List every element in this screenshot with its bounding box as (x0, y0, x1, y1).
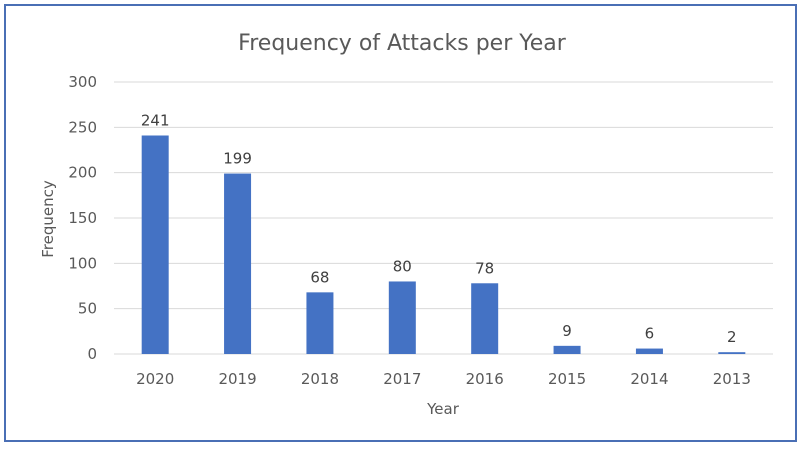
data-label-2015: 9 (562, 322, 572, 340)
y-tick-label-250: 250 (68, 118, 97, 136)
x-tick-label-2020: 2020 (136, 370, 174, 388)
x-axis-title: Year (426, 400, 460, 418)
x-tick-label-2017: 2017 (383, 370, 421, 388)
data-label-2020: 241 (141, 111, 170, 129)
data-label-2014: 6 (645, 325, 655, 343)
y-axis-ticks: 0 50 100 150 200 250 300 (68, 73, 97, 363)
data-label-2013: 2 (727, 328, 737, 346)
bar-2019 (224, 173, 252, 354)
y-tick-label-50: 50 (78, 300, 97, 318)
y-tick-label-300: 300 (68, 73, 97, 91)
x-tick-label-2014: 2014 (630, 370, 668, 388)
y-tick-label-150: 150 (68, 209, 97, 227)
bar-2014 (635, 348, 663, 354)
x-axis-ticks: 2020 2019 2018 2017 2016 2015 2014 2013 (136, 370, 751, 388)
x-tick-label-2015: 2015 (548, 370, 586, 388)
x-tick-label-2013: 2013 (713, 370, 751, 388)
y-tick-label-200: 200 (68, 164, 97, 182)
bar-2018 (306, 292, 334, 354)
data-label-2016: 78 (475, 259, 494, 277)
bar-2016 (471, 283, 499, 354)
data-label-2019: 199 (223, 150, 252, 168)
bar-2017 (388, 281, 416, 354)
x-tick-label-2019: 2019 (218, 370, 256, 388)
y-tick-label-0: 0 (87, 345, 97, 363)
y-axis-title: Frequency (39, 180, 57, 258)
bar-2015 (553, 345, 581, 354)
grid-lines (114, 81, 773, 355)
data-labels: 241 199 68 80 78 9 6 2 (141, 111, 737, 346)
bars (141, 135, 746, 354)
data-label-2018: 68 (310, 268, 329, 286)
data-label-2017: 80 (393, 257, 412, 275)
bar-2013 (718, 352, 746, 354)
x-tick-label-2016: 2016 (466, 370, 504, 388)
bar-2020 (141, 135, 169, 354)
y-tick-label-100: 100 (68, 254, 97, 272)
chart-title: Frequency of Attacks per Year (238, 31, 567, 56)
chart-frame (4, 4, 797, 442)
x-tick-label-2018: 2018 (301, 370, 339, 388)
